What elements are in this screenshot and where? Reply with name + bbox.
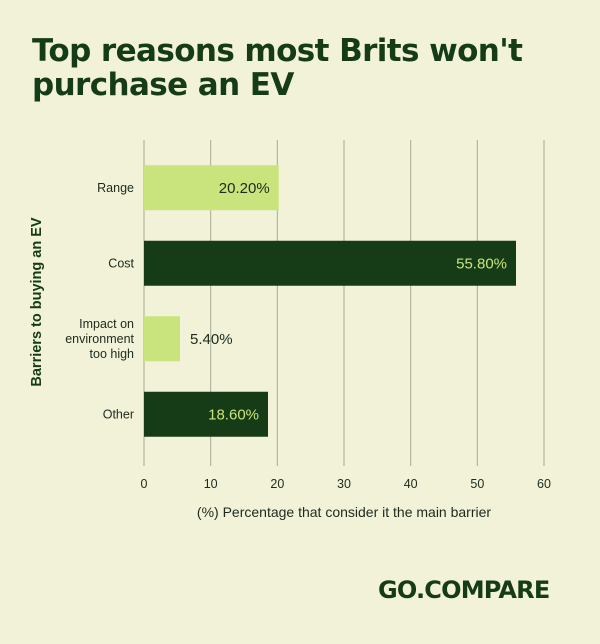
value-label-0: 20.20%	[219, 180, 270, 197]
category-label-0-0: Range	[97, 181, 134, 195]
value-label-3: 18.60%	[208, 406, 259, 423]
x-tick-60: 60	[537, 477, 551, 491]
value-label-1: 55.80%	[456, 255, 507, 272]
x-tick-10: 10	[204, 477, 218, 491]
category-label-2-1: environment	[65, 332, 134, 346]
x-tick-20: 20	[270, 477, 284, 491]
category-label-3-0: Other	[103, 407, 134, 421]
bar-0	[144, 165, 279, 211]
category-label-2-0: Impact on	[79, 317, 134, 331]
x-axis-title: (%) Percentage that consider it the main…	[197, 504, 491, 520]
x-tick-30: 30	[337, 477, 351, 491]
x-tick-labels: 0 10 20 30 40 50 60	[141, 477, 551, 491]
category-label-2-2: too high	[90, 347, 135, 361]
x-tick-40: 40	[404, 477, 418, 491]
bar-2	[144, 316, 180, 362]
x-tick-0: 0	[141, 477, 148, 491]
gocompare-logo: GO.COMPARE	[378, 576, 550, 604]
value-label-2: 5.40%	[190, 331, 233, 348]
chart-title: Top reasons most Brits won't purchase an…	[32, 33, 523, 103]
y-axis-title: Barriers to buying an EV	[29, 217, 45, 387]
bar-1	[144, 240, 516, 286]
x-tick-50: 50	[470, 477, 484, 491]
category-label-1-0: Cost	[108, 256, 134, 270]
bar-3	[144, 391, 268, 437]
bars: 20.20% 55.80% 5.40% 18.60%	[144, 165, 516, 437]
